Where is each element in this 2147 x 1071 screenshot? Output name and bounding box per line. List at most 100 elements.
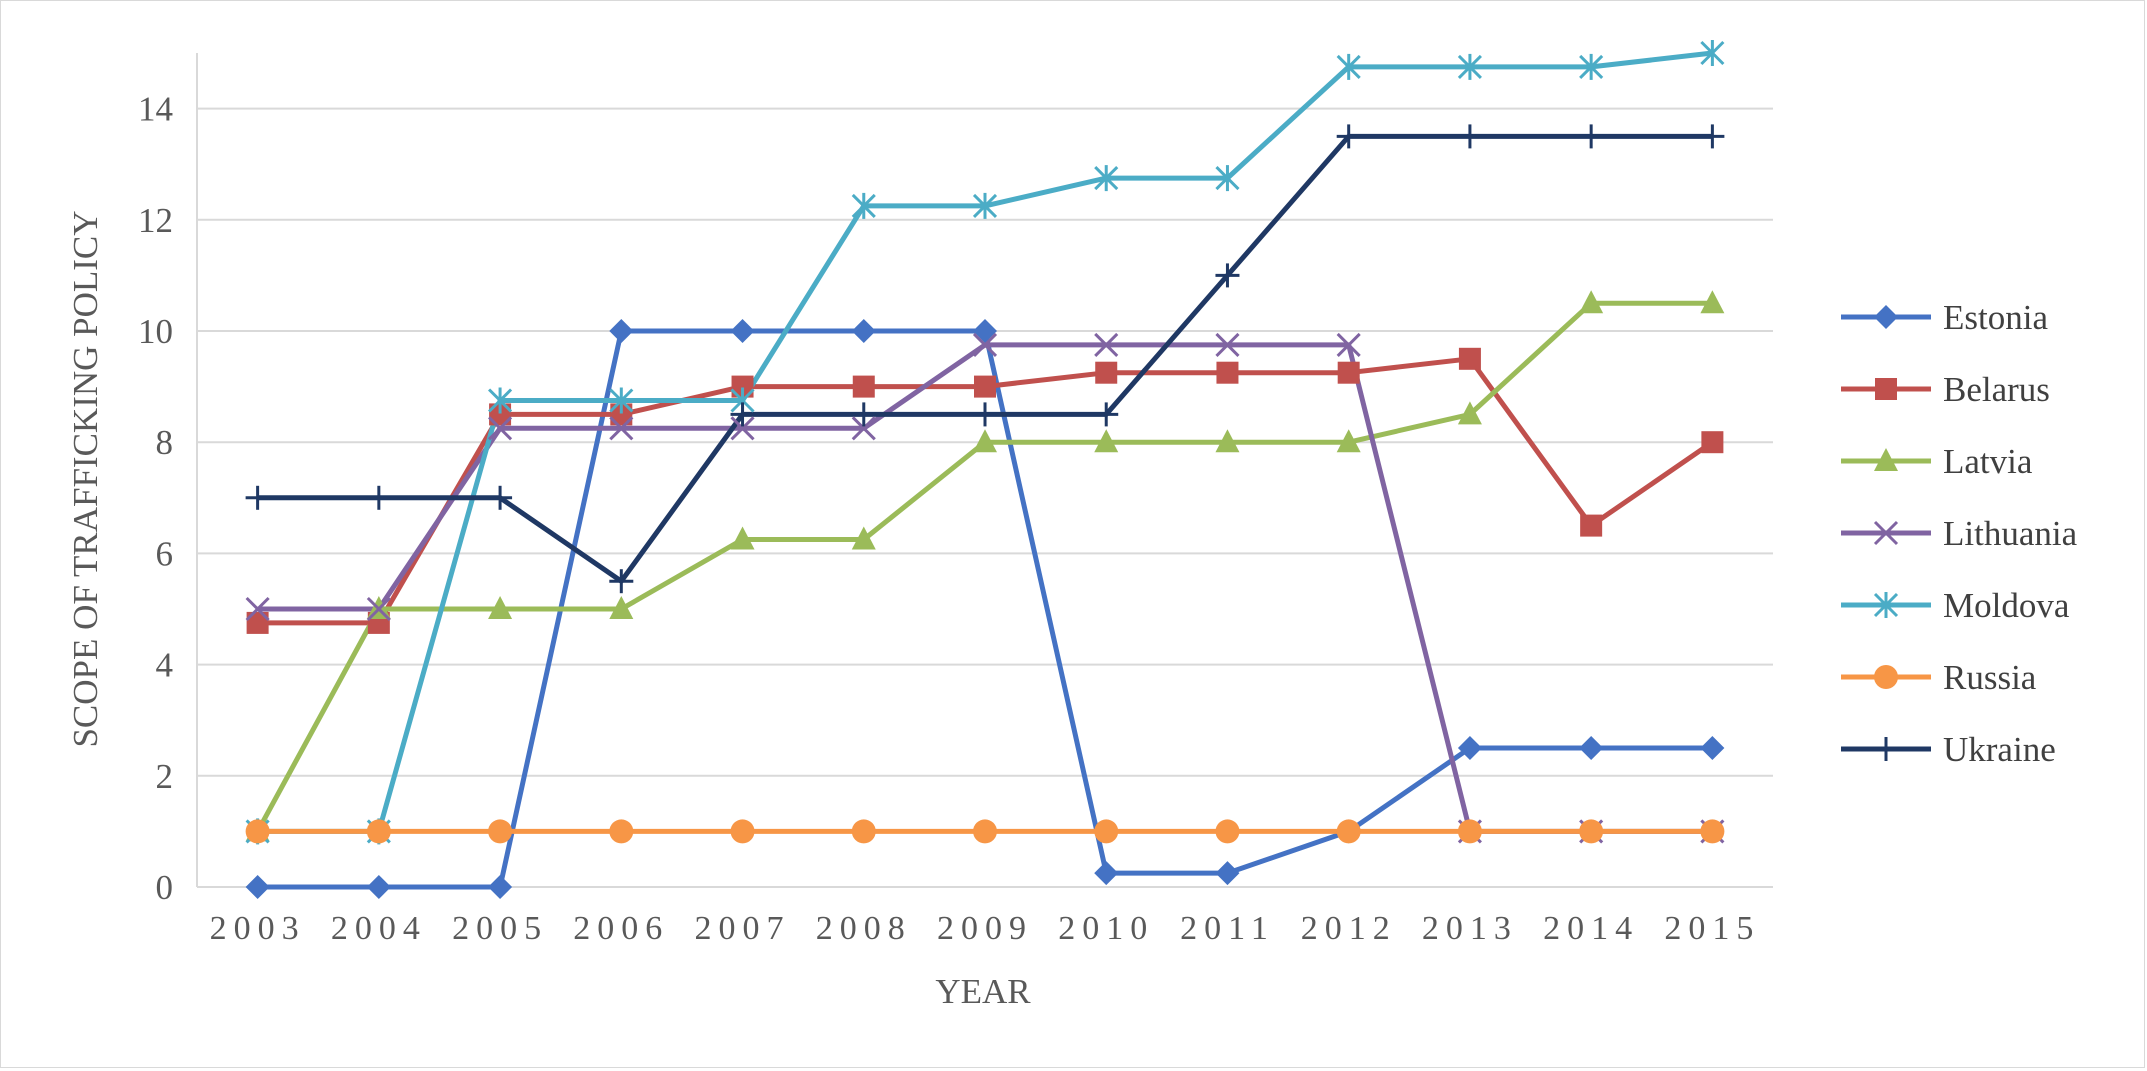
data-point-belarus [1216, 361, 1239, 384]
legend-marker-latvia [1874, 448, 1898, 471]
data-point-ukraine [609, 569, 634, 594]
data-point-belarus [1701, 431, 1724, 454]
x-tick-label: 2014 [1543, 910, 1639, 947]
legend-label-lithuania: Lithuania [1943, 514, 2078, 553]
data-point-estonia [366, 875, 391, 899]
y-tick-label: 12 [138, 201, 173, 240]
data-point-latvia [1579, 290, 1604, 314]
data-point-russia [1700, 819, 1725, 844]
legend-label-ukraine: Ukraine [1943, 730, 2056, 769]
data-point-ukraine [1336, 124, 1361, 149]
data-point-latvia [1700, 290, 1725, 314]
x-tick-label: 2012 [1301, 910, 1397, 947]
x-tick-label: 2007 [695, 910, 791, 947]
legend: Estonia Belarus Latvia Lithuania Moldova Russ… [1841, 298, 2078, 769]
data-point-russia [1215, 819, 1240, 844]
data-point-russia [1094, 819, 1119, 844]
legend-marker-moldova [1873, 592, 1899, 618]
data-point-moldova [851, 192, 876, 219]
data-point-moldova [1457, 53, 1482, 80]
x-tick-label: 2015 [1664, 910, 1760, 947]
data-point-moldova [488, 387, 513, 414]
legend-marker-russia [1874, 665, 1898, 689]
data-point-ukraine [1700, 124, 1725, 149]
data-point-latvia [1336, 429, 1361, 453]
data-point-latvia [1457, 401, 1482, 425]
series-markers [245, 40, 1725, 899]
legend-marker-belarus [1875, 378, 1897, 400]
data-point-lithuania [366, 596, 391, 622]
data-point-belarus [1337, 361, 1360, 384]
data-point-estonia [1457, 736, 1482, 760]
x-tick-label: 2003 [210, 910, 306, 947]
y-tick-label: 8 [156, 423, 174, 462]
legend-label-latvia: Latvia [1943, 442, 2033, 481]
x-tick-label: 2009 [937, 910, 1033, 947]
data-point-russia [851, 819, 876, 844]
data-point-latvia [973, 429, 997, 453]
legend-marker-ukraine [1874, 737, 1898, 761]
data-point-estonia [1579, 736, 1604, 760]
data-point-estonia [730, 319, 755, 343]
data-point-estonia [973, 319, 997, 343]
data-point-belarus [731, 375, 754, 398]
data-point-russia [973, 819, 997, 844]
data-point-moldova [1700, 40, 1725, 66]
data-point-ukraine [245, 485, 270, 510]
legend-label-belarus: Belarus [1943, 370, 2050, 409]
data-point-belarus [974, 375, 996, 398]
data-point-ukraine [730, 402, 755, 427]
y-tick-label: 6 [156, 534, 174, 573]
data-point-russia [609, 819, 634, 844]
data-point-moldova [1094, 165, 1119, 192]
data-point-estonia [1215, 861, 1240, 886]
x-tick-label: 2013 [1422, 910, 1518, 947]
y-tick-label: 14 [138, 90, 173, 129]
data-point-estonia [1094, 861, 1119, 886]
data-point-moldova [972, 192, 998, 219]
data-point-ukraine [1215, 263, 1240, 288]
legend-label-estonia: Estonia [1943, 298, 2048, 337]
x-tick-label: 2006 [573, 910, 669, 947]
data-point-russia [730, 819, 755, 844]
legend-label-russia: Russia [1943, 658, 2037, 697]
x-tick-label: 2010 [1058, 910, 1154, 947]
data-point-moldova [1215, 165, 1240, 192]
data-point-russia [1336, 819, 1361, 844]
data-point-lithuania [1215, 332, 1240, 357]
x-axis-title: YEAR [935, 972, 1031, 1011]
y-axis-title: SCOPE OF TRAFFICKING POLICY [66, 210, 105, 747]
y-tick-label: 0 [156, 868, 174, 907]
data-point-moldova [1579, 53, 1604, 80]
data-point-belarus [246, 611, 269, 634]
data-point-russia [1457, 819, 1482, 844]
y-tick-label: 2 [156, 757, 174, 796]
legend-item-moldova: Moldova [1841, 586, 2070, 625]
data-point-russia [245, 819, 270, 844]
legend-item-lithuania: Lithuania [1841, 514, 2078, 553]
x-tick-label: 2005 [452, 910, 548, 947]
data-point-ukraine [1457, 124, 1482, 149]
data-point-latvia [1215, 429, 1240, 453]
data-point-ukraine [1094, 402, 1119, 427]
data-point-estonia [851, 319, 876, 343]
legend-item-estonia: Estonia [1841, 298, 2048, 337]
legend-marker-lithuania [1873, 520, 1899, 546]
data-point-russia [366, 819, 391, 844]
data-point-estonia [245, 875, 270, 899]
data-point-lithuania [851, 416, 876, 441]
legend-marker-estonia [1874, 305, 1898, 329]
x-tick-label: 2011 [1180, 910, 1275, 947]
legend-item-belarus: Belarus [1841, 370, 2050, 409]
data-point-latvia [609, 596, 634, 619]
data-point-latvia [488, 596, 513, 619]
data-point-lithuania [609, 416, 634, 441]
data-point-ukraine [366, 485, 391, 510]
data-point-belarus [1580, 514, 1603, 537]
axis-labels: YEAR SCOPE OF TRAFFICKING POLICY [66, 210, 1031, 1011]
data-point-ukraine [851, 402, 876, 427]
data-point-estonia [1700, 736, 1725, 760]
data-point-lithuania [730, 416, 755, 441]
